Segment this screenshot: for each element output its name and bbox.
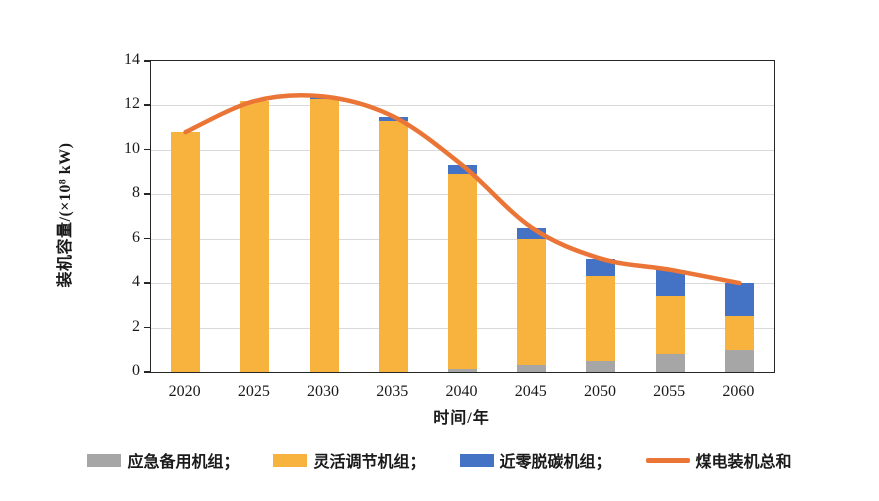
bar-segment xyxy=(586,360,616,372)
x-tick-label: 2040 xyxy=(445,383,478,400)
legend-label: 应急备用机组； xyxy=(127,454,240,471)
bar-segment xyxy=(448,174,477,369)
y-tick-mark xyxy=(144,104,150,106)
legend-line-swatch xyxy=(645,457,690,463)
bar-segment xyxy=(517,238,547,366)
bar-segment xyxy=(309,98,339,372)
y-tick-label: 8 xyxy=(132,184,140,202)
bar-segment xyxy=(448,165,477,175)
bar-segment xyxy=(448,368,477,372)
x-tick-label: 2045 xyxy=(514,383,547,400)
bar-segment xyxy=(655,269,685,297)
y-tick-label: 10 xyxy=(124,139,140,157)
x-tick-label: 2055 xyxy=(653,383,686,400)
legend-color-swatch xyxy=(459,453,494,467)
bar-segment xyxy=(240,100,270,372)
y-tick-label: 2 xyxy=(132,317,140,335)
bar-segment xyxy=(724,283,754,317)
x-tick-label: 2030 xyxy=(307,383,340,400)
bar-segment xyxy=(724,316,754,350)
y-tick-mark xyxy=(144,237,150,240)
y-tick-label: 4 xyxy=(132,273,140,291)
bar-segment xyxy=(309,96,339,99)
y-axis-title: 装机容量/(×10⁸ kW) xyxy=(57,142,74,288)
x-tick-label: 2060 xyxy=(722,383,755,400)
y-tick-label: 6 xyxy=(132,228,140,246)
legend-label: 灵活调节机组； xyxy=(313,454,426,471)
bar-segment xyxy=(655,296,685,355)
bar-segment xyxy=(378,116,408,121)
bar-segment xyxy=(171,132,201,372)
bar-segment xyxy=(655,354,685,372)
legend-item: 灵活调节机组； xyxy=(273,448,426,472)
x-tick-label: 2050 xyxy=(583,383,616,400)
y-tick-mark xyxy=(144,193,150,195)
x-tick-label: 2020 xyxy=(168,383,201,400)
bar-segment xyxy=(517,365,547,372)
bar-segment xyxy=(378,120,408,372)
y-tick-label: 14 xyxy=(124,51,140,68)
legend-color-swatch xyxy=(87,453,122,467)
bar-segment xyxy=(517,227,547,239)
bar-segment xyxy=(724,349,754,372)
x-axis-title: 时间/年 xyxy=(433,410,490,427)
y-tick-mark xyxy=(144,148,150,151)
x-tick-label: 2035 xyxy=(376,383,409,400)
y-tick-mark xyxy=(144,282,150,284)
bar-segment xyxy=(586,276,616,361)
x-tick-label: 2025 xyxy=(237,383,270,400)
bar-segment xyxy=(586,258,616,277)
y-tick-mark xyxy=(144,60,150,62)
plot-area xyxy=(150,60,775,373)
legend-item: 近零脱碳机组； xyxy=(459,448,612,472)
y-tick-mark xyxy=(144,326,150,329)
legend-item: 应急备用机组； xyxy=(87,448,239,472)
legend-label: 近零脱碳机组； xyxy=(499,454,612,471)
y-tick-label: 12 xyxy=(124,95,140,113)
y-tick-mark xyxy=(144,371,150,373)
legend-item: 煤电装机总和 xyxy=(645,448,792,472)
y-tick-label: 0 xyxy=(132,362,140,379)
legend-label: 煤电装机总和 xyxy=(695,454,792,471)
legend-color-swatch xyxy=(273,453,308,467)
chart-legend: 应急备用机组； 灵活调节机组； 近零脱碳机组； 煤电装机总和 xyxy=(0,445,879,475)
